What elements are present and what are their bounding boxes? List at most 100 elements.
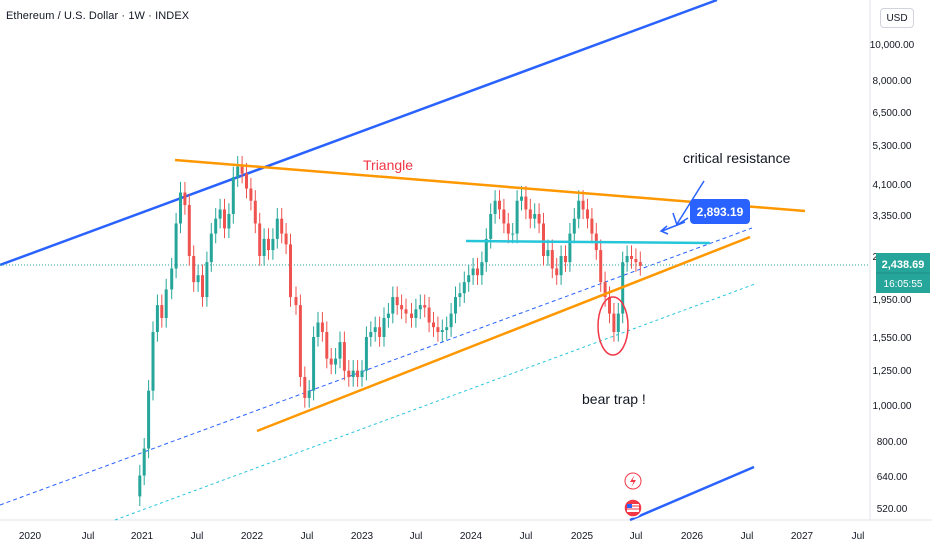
candle-body xyxy=(395,297,399,306)
candle-body xyxy=(608,297,611,314)
candle-body xyxy=(142,448,146,476)
flag-canton-icon xyxy=(627,504,632,508)
candle-body xyxy=(462,282,466,294)
price-tick-label: 5,300.00 xyxy=(873,141,912,152)
candle-body xyxy=(364,336,368,371)
candle-body xyxy=(586,209,589,219)
candle-body xyxy=(471,268,475,276)
candle-body xyxy=(542,223,545,256)
candle-body xyxy=(410,313,413,318)
candle-body xyxy=(436,327,440,333)
candle-body xyxy=(294,297,298,306)
candle-body xyxy=(480,262,484,276)
time-tick-label: Jul xyxy=(301,531,314,542)
candle-body xyxy=(373,327,377,333)
candle-body xyxy=(378,327,382,337)
candle-body xyxy=(555,268,559,276)
candle-body xyxy=(267,238,270,251)
time-tick-label: Jul xyxy=(82,531,95,542)
candle-body xyxy=(192,255,196,283)
candle-body xyxy=(347,370,351,378)
candle-body xyxy=(550,250,554,269)
candle-body xyxy=(307,390,311,398)
candle-body xyxy=(454,297,457,314)
candle-body xyxy=(533,213,537,219)
bear-trap-circle[interactable] xyxy=(597,296,629,356)
candle-body xyxy=(418,305,422,310)
candle-body xyxy=(404,309,408,314)
triangle-lower-line[interactable] xyxy=(256,235,751,433)
candle-body xyxy=(316,322,320,337)
price-tick-label: 3,350.00 xyxy=(873,211,912,222)
price-tick-label: 4,100.00 xyxy=(873,180,912,191)
candle-body xyxy=(320,322,324,333)
price-tick-label: 640.00 xyxy=(877,472,908,483)
candle-body xyxy=(205,262,209,298)
midline-dashed[interactable] xyxy=(0,227,753,506)
time-tick-label: 2022 xyxy=(241,531,264,542)
candle-body xyxy=(196,275,200,283)
candle-body xyxy=(484,238,488,263)
candle-body xyxy=(262,238,266,256)
price-axis[interactable]: 10,000.00 8,000.00 6,500.00 5,300.00 4,100.0… xyxy=(870,40,915,515)
candle-body xyxy=(179,192,182,224)
candle-body xyxy=(386,313,390,318)
last-price-value: 2,438.69 xyxy=(882,259,925,271)
candle-body xyxy=(520,196,523,201)
candle-body xyxy=(559,255,563,276)
candle-body xyxy=(616,313,620,333)
candle-body xyxy=(537,213,541,224)
triangle-label: Triangle xyxy=(363,157,413,173)
price-callout-value: 2,893.19 xyxy=(697,205,744,219)
countdown-value: 16:05:55 xyxy=(884,279,923,290)
time-tick-label: Jul xyxy=(630,531,643,542)
candle-body xyxy=(289,244,292,298)
candle-body xyxy=(325,332,329,359)
candle-body xyxy=(342,342,346,371)
time-tick-label: 2021 xyxy=(131,531,154,542)
candle-body xyxy=(630,255,633,260)
candle-body xyxy=(298,305,302,378)
candle-body xyxy=(476,268,479,276)
candle-body xyxy=(467,275,471,283)
resistance-line[interactable] xyxy=(465,239,711,245)
candle-body xyxy=(458,293,462,298)
price-callout-box[interactable] xyxy=(690,199,750,224)
candle-body xyxy=(564,255,567,263)
candlestick-series[interactable] xyxy=(138,156,642,507)
time-tick-label: 2024 xyxy=(460,531,483,542)
candle-body xyxy=(160,305,164,318)
candle-body xyxy=(138,475,142,497)
lower-channel-line[interactable] xyxy=(629,465,755,522)
time-axis[interactable]: 2020 Jul 2021 Jul 2022 Jul 2023 Jul 2024 Jul 2025 J… xyxy=(19,531,865,542)
candle-body xyxy=(400,305,404,310)
time-tick-label: 2023 xyxy=(351,531,374,542)
candle-body xyxy=(351,370,355,378)
flag-field-icon xyxy=(627,504,639,512)
time-tick-label: 2026 xyxy=(681,531,704,542)
candle-body xyxy=(155,305,159,333)
time-tick-label: Jul xyxy=(852,531,865,542)
candle-body xyxy=(218,209,222,219)
price-tick-label: 1,250.00 xyxy=(873,366,912,377)
candle-body xyxy=(568,233,572,263)
candle-body xyxy=(187,205,191,256)
time-tick-label: 2025 xyxy=(571,531,594,542)
candle-body xyxy=(209,233,213,263)
currency-button[interactable]: USD xyxy=(880,8,914,28)
price-tick-label: 1,000.00 xyxy=(873,401,912,412)
price-tick-label: 1,550.00 xyxy=(873,333,912,344)
candle-body xyxy=(528,209,532,219)
upper-channel-line[interactable] xyxy=(0,0,718,267)
candle-body xyxy=(423,305,427,308)
candle-body xyxy=(445,327,449,331)
candle-body xyxy=(603,282,607,298)
callout-arrow-head xyxy=(659,225,669,235)
candle-body xyxy=(258,223,262,256)
candle-body xyxy=(625,255,629,263)
candle-body xyxy=(546,250,550,256)
time-tick-label: Jul xyxy=(191,531,204,542)
candle-body xyxy=(174,223,178,269)
